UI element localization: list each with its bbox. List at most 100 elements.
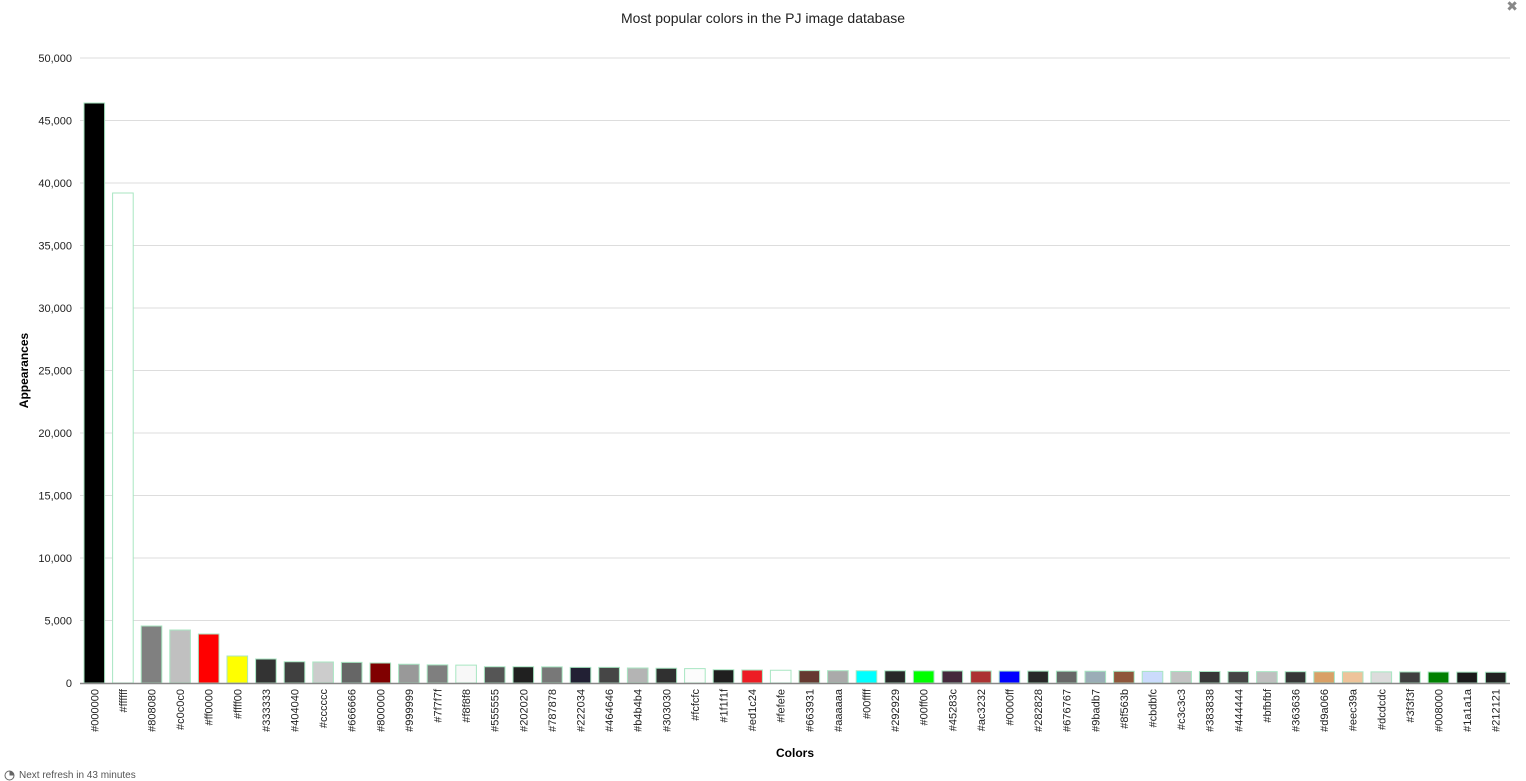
x-tick-label: #dcdcdc bbox=[1376, 689, 1388, 730]
bar bbox=[1484, 671, 1507, 684]
x-tick-label: #cbdbfc bbox=[1148, 689, 1160, 728]
x-tick-label: #212121 bbox=[1491, 689, 1503, 732]
x-tick-label: #ed1c24 bbox=[747, 689, 759, 731]
bar bbox=[626, 667, 649, 684]
x-tick-label: #9badb7 bbox=[1090, 689, 1102, 732]
x-tick-label: #eec39a bbox=[1348, 688, 1360, 731]
bar bbox=[340, 661, 363, 684]
bar bbox=[1198, 671, 1221, 684]
chart-title: Most popular colors in the PJ image data… bbox=[620, 10, 906, 26]
bar bbox=[569, 666, 592, 684]
y-tick-label: 5,000 bbox=[44, 616, 72, 628]
bar bbox=[655, 667, 678, 684]
x-tick-label: #b4b4b4 bbox=[633, 689, 645, 732]
bar bbox=[1341, 671, 1364, 684]
y-axis-label: Appearances bbox=[17, 332, 31, 408]
bar bbox=[1027, 670, 1049, 684]
bar bbox=[1170, 670, 1192, 684]
x-tick-label: #0000ff bbox=[1005, 688, 1017, 725]
x-tick-label: #787878 bbox=[547, 689, 559, 732]
bar bbox=[369, 662, 392, 684]
x-tick-label: #292929 bbox=[890, 689, 902, 732]
bar bbox=[398, 663, 420, 684]
x-tick-label: #f8f8f8 bbox=[461, 689, 473, 723]
x-axis-label: Colors bbox=[776, 746, 814, 760]
bar bbox=[312, 661, 334, 684]
x-tick-label: #808080 bbox=[147, 689, 159, 732]
bar bbox=[827, 670, 849, 684]
bar bbox=[455, 664, 477, 684]
x-tick-label: #7f7f7f bbox=[433, 688, 445, 723]
x-tick-label: #663931 bbox=[804, 689, 816, 732]
bar bbox=[226, 655, 249, 684]
bar bbox=[140, 625, 163, 684]
x-tick-label: #000000 bbox=[89, 689, 101, 732]
y-tick-label: 10,000 bbox=[38, 553, 72, 565]
bar bbox=[970, 670, 992, 684]
x-tick-label: #333333 bbox=[261, 689, 273, 732]
x-tick-label: #cccccc bbox=[318, 689, 330, 729]
bar bbox=[1370, 671, 1393, 684]
x-tick-label: #aaaaaa bbox=[833, 688, 845, 732]
bar bbox=[1055, 670, 1078, 684]
x-tick-label: #1f1f1f bbox=[719, 688, 731, 723]
x-tick-label: #1a1a1a bbox=[1462, 688, 1474, 732]
x-tick-label: #555555 bbox=[490, 689, 502, 732]
x-tick-label: #fefefe bbox=[776, 689, 788, 723]
x-tick-label: #383838 bbox=[1205, 689, 1217, 732]
bar bbox=[483, 666, 506, 684]
bar bbox=[1113, 670, 1135, 684]
x-tick-label: #404040 bbox=[290, 689, 302, 732]
bar bbox=[741, 669, 763, 684]
x-tick-label: #464646 bbox=[604, 689, 616, 732]
bar bbox=[541, 666, 563, 684]
x-tick-label: #00ffff bbox=[862, 688, 874, 719]
bar bbox=[1456, 671, 1478, 684]
bar bbox=[998, 670, 1021, 684]
bar bbox=[1141, 670, 1164, 684]
bar bbox=[855, 670, 878, 684]
y-tick-label: 25,000 bbox=[38, 366, 72, 378]
close-icon[interactable]: ✖ bbox=[1506, 0, 1518, 14]
bar bbox=[798, 670, 821, 684]
bar bbox=[197, 633, 220, 684]
y-tick-label: 20,000 bbox=[38, 428, 72, 440]
x-tick-label: #676767 bbox=[1062, 689, 1074, 732]
x-tick-label: #45283c bbox=[947, 689, 959, 732]
x-tick-label: #202020 bbox=[518, 689, 530, 732]
bar bbox=[283, 661, 306, 684]
x-tick-label: #00ff00 bbox=[919, 689, 931, 726]
refresh-status: Next refresh in 43 minutes bbox=[4, 770, 136, 781]
bar bbox=[769, 669, 792, 684]
y-tick-label: 0 bbox=[66, 678, 72, 690]
x-tick-label: #363636 bbox=[1291, 689, 1303, 732]
y-tick-label: 15,000 bbox=[38, 491, 72, 503]
x-tick-label: #222034 bbox=[576, 689, 588, 732]
y-tick-label: 50,000 bbox=[38, 53, 72, 65]
y-tick-label: 40,000 bbox=[38, 178, 72, 190]
y-tick-label: 35,000 bbox=[38, 241, 72, 253]
refresh-text: Next refresh in 43 minutes bbox=[19, 770, 136, 781]
bar bbox=[1227, 671, 1250, 684]
bar bbox=[426, 664, 449, 684]
bar bbox=[1313, 671, 1335, 684]
bar bbox=[112, 192, 134, 684]
bar bbox=[1399, 671, 1421, 684]
x-tick-label: #282828 bbox=[1033, 689, 1045, 732]
x-tick-label: #c3c3c3 bbox=[1176, 689, 1188, 730]
y-tick-label: 45,000 bbox=[38, 116, 72, 128]
x-tick-label: #c0c0c0 bbox=[175, 689, 187, 730]
bar bbox=[941, 670, 964, 684]
bar bbox=[1256, 671, 1278, 684]
bar bbox=[712, 669, 735, 684]
x-tick-label: #999999 bbox=[404, 689, 416, 732]
x-tick-label: #bfbfbf bbox=[1262, 688, 1274, 723]
x-tick-label: #fcfcfc bbox=[690, 689, 702, 721]
bar bbox=[1084, 670, 1107, 684]
bar bbox=[1427, 671, 1450, 684]
x-tick-label: #ffffff bbox=[118, 688, 130, 712]
bar bbox=[255, 658, 277, 684]
x-tick-label: #444444 bbox=[1233, 689, 1245, 732]
bar bbox=[83, 102, 106, 684]
